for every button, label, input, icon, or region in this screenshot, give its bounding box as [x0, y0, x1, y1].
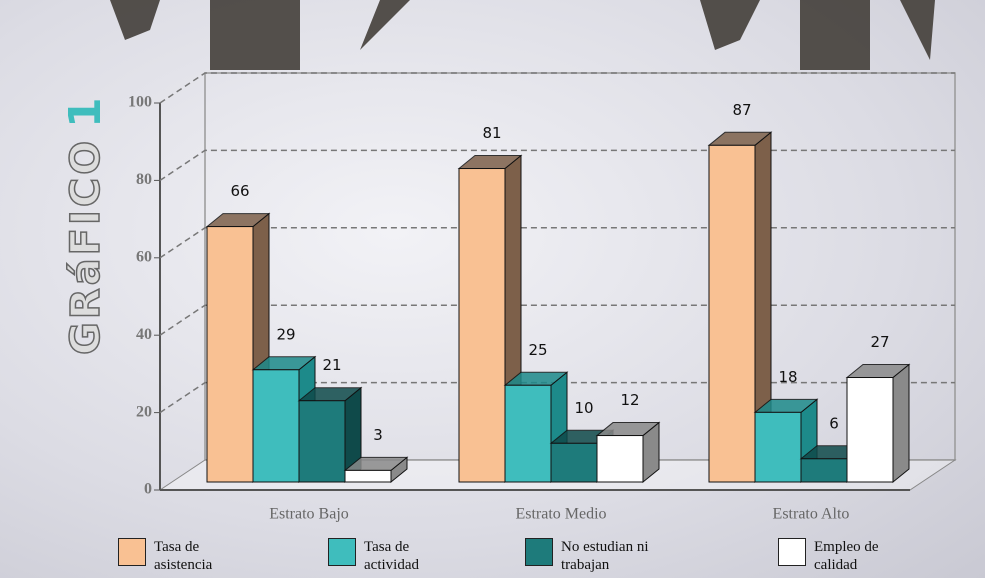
- legend-label: No estudian ni trabajan: [561, 538, 653, 574]
- bar-face: [847, 378, 893, 482]
- legend-item: Empleo de calidad: [778, 538, 906, 574]
- y-tick-label: 100: [128, 94, 152, 111]
- value-label: 12: [620, 391, 639, 409]
- grid-line: [160, 150, 955, 180]
- legend-swatch: [328, 538, 356, 566]
- legend-label: Empleo de calidad: [814, 538, 906, 574]
- legend-item: No estudian ni trabajan: [525, 538, 653, 574]
- bar-face: [709, 145, 755, 482]
- y-tick-label: 80: [136, 171, 152, 188]
- value-label: 25: [528, 341, 547, 359]
- bar-face: [459, 169, 505, 482]
- side-number: 1: [60, 97, 111, 128]
- bar-face: [597, 436, 643, 482]
- legend-swatch: [778, 538, 806, 566]
- legend-swatch: [525, 538, 553, 566]
- y-tick-label: 20: [136, 403, 152, 420]
- y-tick-label: 0: [144, 481, 152, 498]
- y-tick-label: 40: [136, 326, 152, 343]
- x-tick-label: Estrato Bajo: [269, 506, 349, 523]
- bar-face: [345, 470, 391, 482]
- decoration: [110, 0, 410, 70]
- value-label: 21: [322, 356, 341, 374]
- chart: GRáFICO 1 0 20 40 60 80 100 Estrato Bajo 66 29 21…: [0, 0, 985, 578]
- grid-line: [160, 228, 955, 258]
- value-label: 27: [870, 333, 889, 351]
- value-label: 6: [829, 414, 839, 432]
- legend-swatch: [118, 538, 146, 566]
- value-label: 18: [778, 368, 797, 386]
- side-title: GRáFICO: [63, 138, 109, 355]
- bar-face: [299, 401, 345, 482]
- bar-face: [755, 412, 801, 482]
- bar: [847, 365, 909, 482]
- bar-face: [551, 443, 597, 482]
- value-label: 66: [230, 182, 249, 200]
- value-label: 3: [373, 426, 383, 444]
- y-tick-label: 60: [136, 248, 152, 265]
- bar-face: [207, 227, 253, 482]
- x-tick-label: Estrato Alto: [773, 506, 850, 523]
- legend-label: Tasa de actividad: [364, 538, 456, 574]
- bar-face: [801, 459, 847, 482]
- x-tick-label: Estrato Medio: [515, 506, 606, 523]
- decoration: [700, 0, 935, 70]
- value-label: 87: [732, 101, 751, 119]
- legend-label: Tasa de asistencia: [154, 538, 246, 574]
- legend-item: Tasa de actividad: [328, 538, 456, 574]
- grid-line: [160, 73, 955, 103]
- page: GRáFICO 1 0 20 40 60 80 100 Estrato Bajo 66 29 21…: [0, 0, 985, 578]
- value-label: 81: [482, 124, 501, 142]
- bar-face: [505, 385, 551, 482]
- bar-face: [893, 365, 909, 482]
- value-label: 10: [574, 399, 593, 417]
- legend-item: Tasa de asistencia: [118, 538, 246, 574]
- bar: [597, 423, 659, 482]
- value-label: 29: [276, 325, 295, 343]
- bar-face: [253, 370, 299, 482]
